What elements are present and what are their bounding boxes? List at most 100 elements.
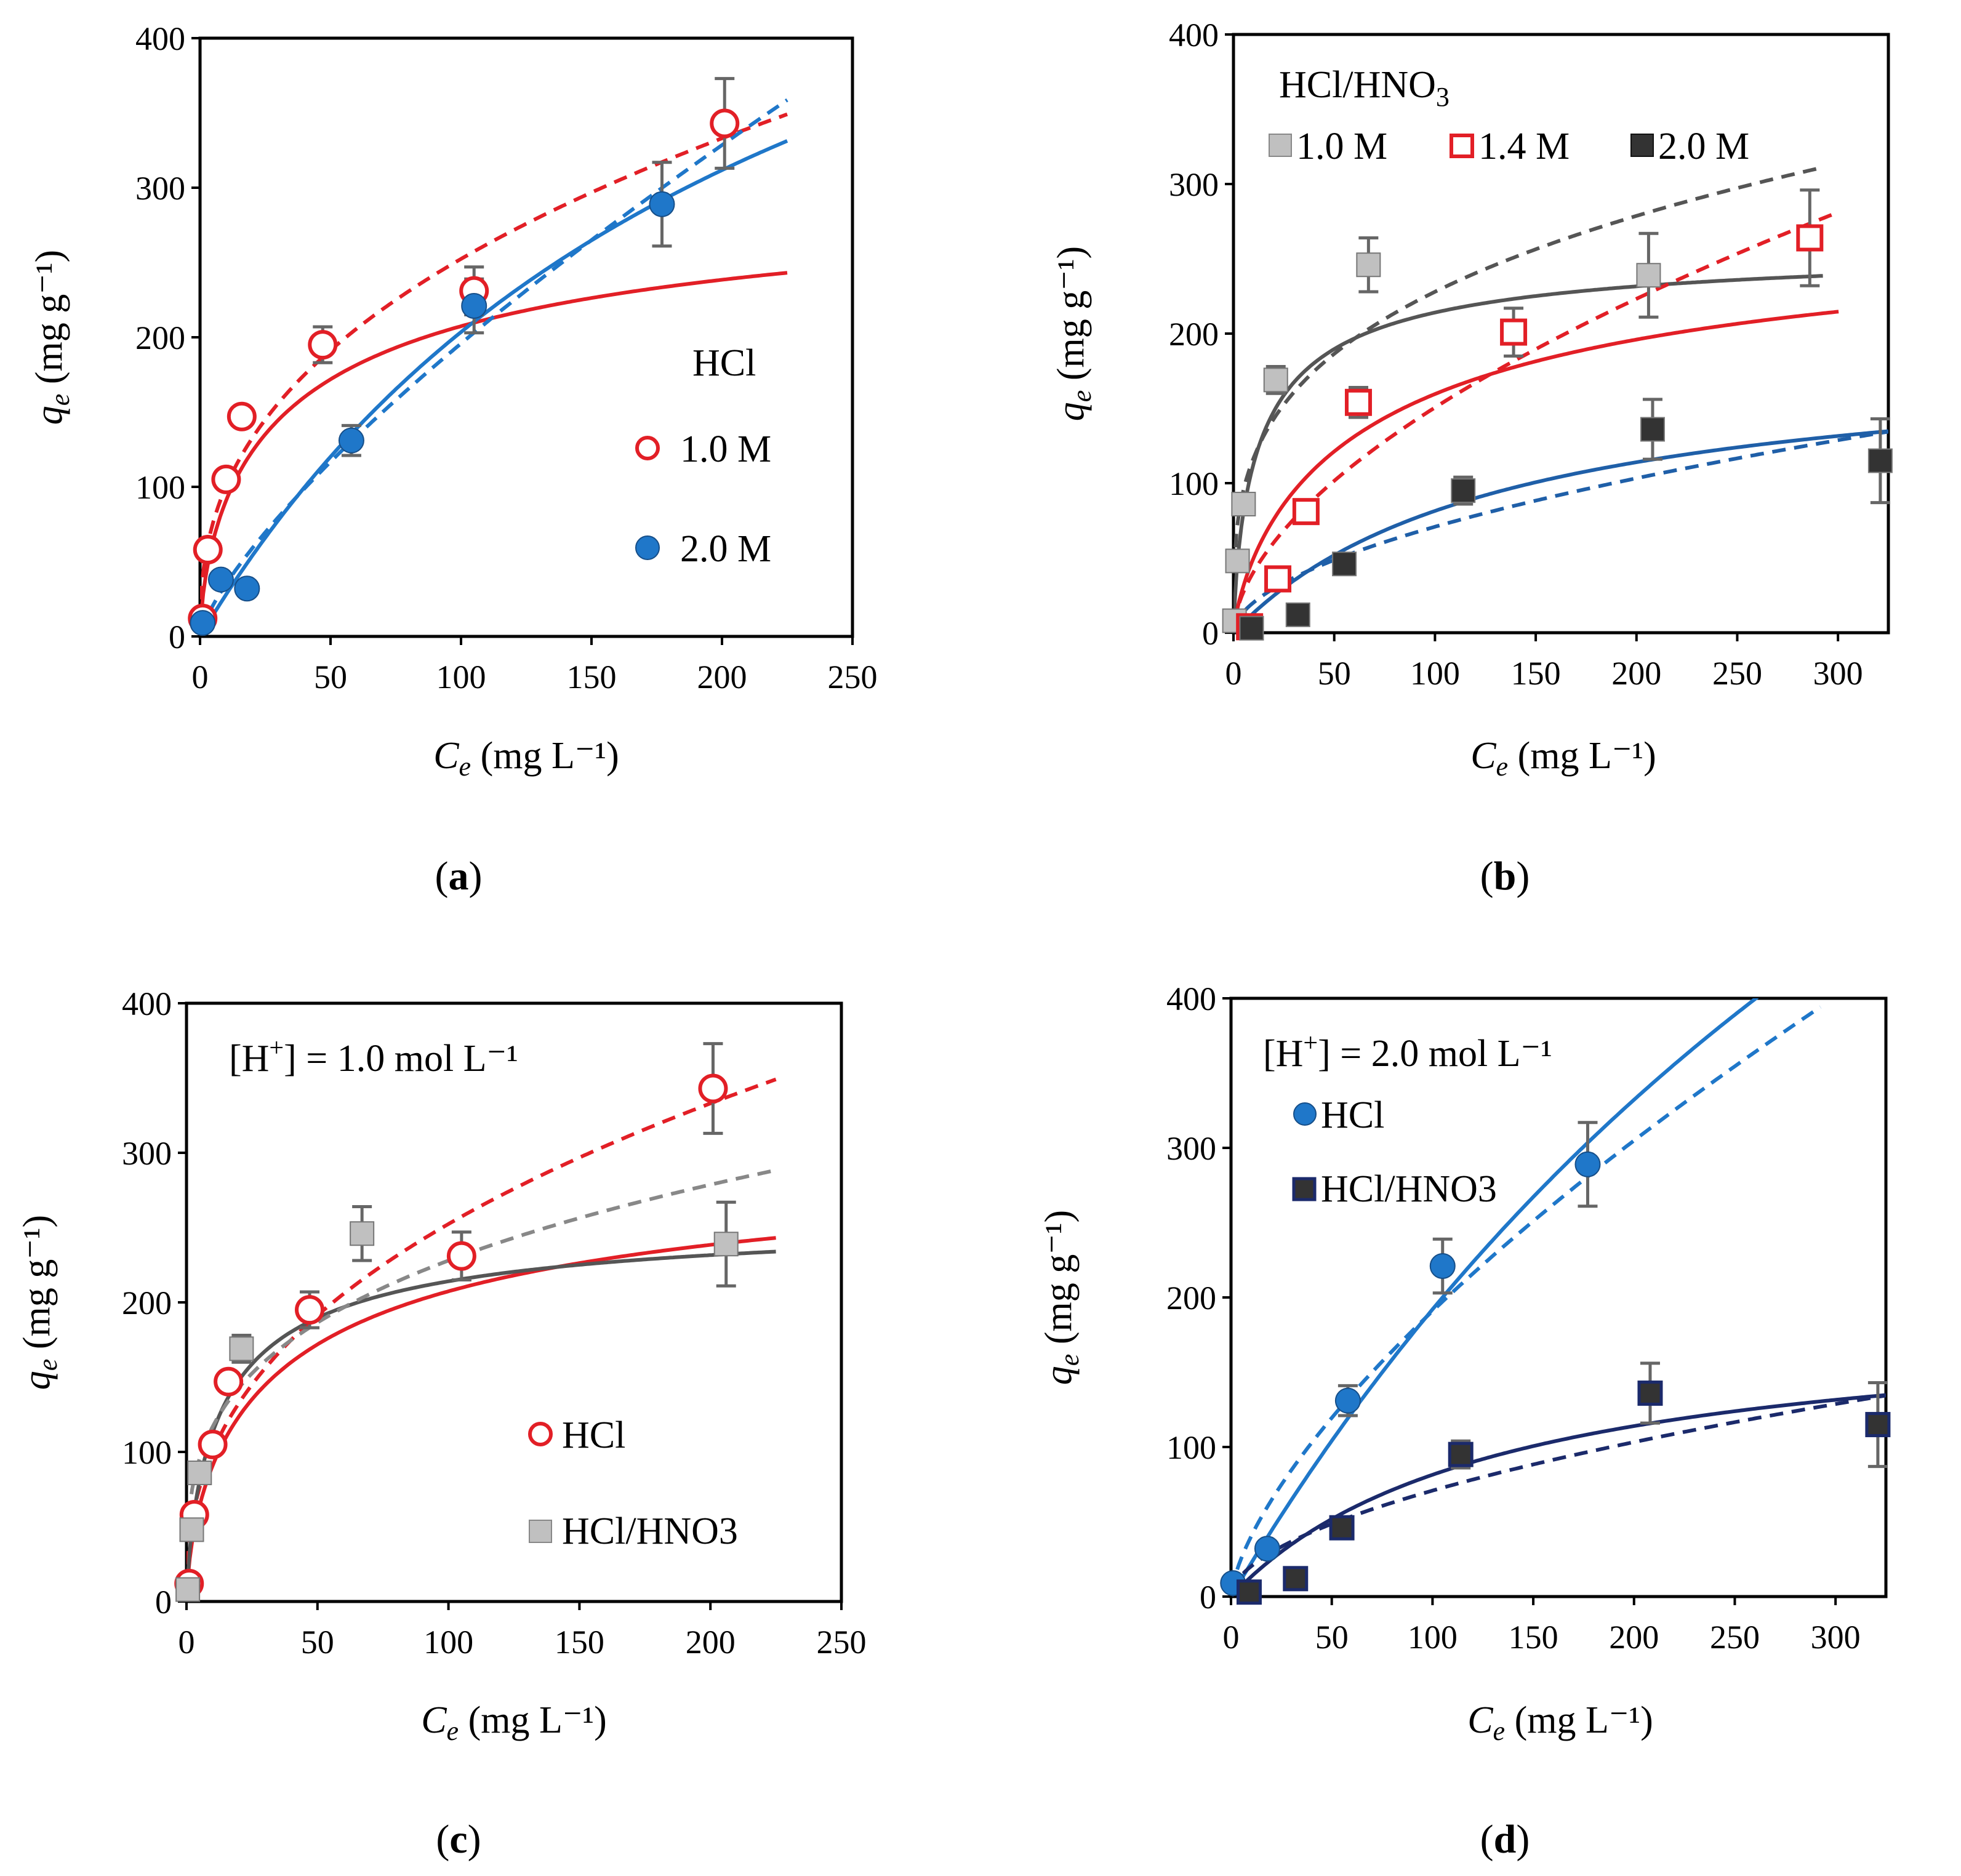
panel-c-legend-label-hclhno3: HCl/HNO3: [562, 1510, 738, 1552]
panel-d-caption: (d): [1480, 1817, 1530, 1862]
panel-b-legend-marker-1-4M: [1450, 134, 1474, 158]
panel-d-y-axis-label: qe (mg g⁻¹): [1038, 1210, 1085, 1385]
panel-d-series-0-point: [1429, 1253, 1456, 1279]
panel-d-xtick-label: 100: [1408, 1619, 1458, 1656]
panel-c-series-1-point: [229, 1336, 254, 1361]
panel-a-series-1-point: [649, 191, 675, 217]
panel-d: 0 100 200 300 400 0 50 100 150 200 250 300 Ce (mg …: [1038, 980, 1891, 1862]
panel-a-legend-title: HCl: [692, 342, 756, 384]
panel-c-series-0-point: [446, 1241, 476, 1271]
panel-d-ytick-label: 200: [1166, 1280, 1216, 1317]
panel-d-xtick-label: 250: [1710, 1619, 1760, 1656]
panel-c-caption: (c): [436, 1817, 481, 1862]
panel-b-plot-area: [1222, 165, 1893, 641]
panel-c: 0 100 200 300 400 0 50 100 150 200 250 Ce (mg L⁻¹…: [16, 985, 867, 1862]
panel-b-xtick-label: 300: [1813, 655, 1863, 692]
panel-a-series-1-point: [338, 427, 364, 454]
panel-c-legend-marker-hclhno3: [529, 1520, 552, 1543]
panel-d-ytick-label: 300: [1166, 1130, 1216, 1167]
panel-b-xtick-label: 200: [1611, 655, 1661, 692]
panel-d-legend-label-hclhno3: HCl/HNO3: [1321, 1168, 1497, 1210]
panel-a-xtick-label: 250: [828, 659, 878, 695]
panel-c-annotation: [H+] = 1.0 mol L⁻¹: [229, 1034, 518, 1080]
panel-b-series-2-solid-fit: [1233, 429, 1888, 633]
panel-c-series-1-solid-fit: [186, 1249, 776, 1583]
panel-a-legend-1-0M: 1.0 M: [635, 428, 771, 470]
panel-b-xtick-label: 0: [1225, 655, 1242, 692]
panel-c-series-0-solid-fit: [186, 1236, 776, 1584]
panel-c-series-0-point: [198, 1429, 228, 1459]
panel-a-legend-label-2-0M: 2.0 M: [680, 528, 771, 570]
panel-b-ytick-label: 100: [1169, 465, 1219, 502]
panel-b-ytick-label: 400: [1169, 17, 1219, 54]
panel-b-legend-2-0M: 2.0 M: [1630, 126, 1749, 167]
panel-c-legend-label-hcl: HCl: [562, 1414, 625, 1456]
panel-d-ytick-label: 100: [1166, 1429, 1216, 1466]
panel-a-series-1-solid-fit: [200, 139, 788, 636]
panel-a-caption: (a): [435, 854, 483, 899]
panel-b-series-1-solid-fit: [1233, 310, 1839, 627]
panel-b-legend-label-1-0M: 1.0 M: [1296, 126, 1387, 167]
panel-d-annotation: [H+] = 2.0 mol L⁻¹: [1263, 1029, 1552, 1075]
panel-b-series-2-point: [1451, 478, 1476, 503]
panel-c-x-ticks: 0 50 100 150 200 250: [178, 1601, 867, 1661]
panel-a-x-ticks: 0 50 100 150 200 250: [192, 636, 878, 695]
panel-a-error-bars: [313, 77, 735, 457]
panel-c-legend-hclhno3: HCl/HNO3: [529, 1510, 738, 1552]
panel-a-series-0-point: [193, 535, 223, 565]
panel-d-series-1-point: [1329, 1515, 1355, 1541]
panel-c-ytick-label: 0: [155, 1584, 172, 1621]
panel-a-series-0-point: [227, 401, 257, 431]
panel-d-legend-hclhno3: HCl/HNO3: [1292, 1168, 1497, 1210]
panel-a-plot-area: [188, 77, 788, 636]
panel-a-xtick-label: 50: [314, 659, 347, 695]
panel-d-series-1-solid-fit: [1231, 1393, 1886, 1597]
panel-c-y-axis-label: qe (mg g⁻¹): [16, 1215, 63, 1390]
panel-b-series-1-point: [1344, 388, 1372, 416]
panel-a-xtick-label: 100: [436, 659, 486, 695]
panel-b-series-0-point: [1356, 252, 1381, 278]
panel-d-series-0-point: [1254, 1536, 1280, 1562]
panel-a-y-ticks: 0 100 200 300 400: [135, 20, 200, 655]
panel-b-y-ticks: 0 100 200 300 400: [1169, 17, 1233, 652]
panel-a-xtick-label: 150: [567, 659, 617, 695]
panel-b-series-0-point: [1225, 548, 1250, 574]
panel-d-series-1-point: [1637, 1381, 1663, 1406]
panel-d-series-1-point: [1236, 1579, 1262, 1605]
panel-c-xtick-label: 250: [817, 1624, 867, 1661]
panel-b-legend-label-1-4M: 1.4 M: [1478, 126, 1570, 167]
panel-b-series-2-point: [1867, 448, 1893, 473]
panel-d-legend-marker-hcl: [1293, 1102, 1317, 1126]
panel-a-series-1-point: [461, 292, 487, 319]
panel-b-markers: [1222, 224, 1893, 641]
panel-d-xtick-label: 0: [1223, 1619, 1240, 1656]
panel-b-legend-marker-2-0M: [1630, 134, 1654, 157]
panel-b-series-1-dashed-fit: [1233, 210, 1840, 625]
panel-b-series-0-point: [1636, 263, 1661, 288]
panel-c-ytick-label: 400: [122, 985, 172, 1022]
panel-a-series-1-point: [190, 610, 216, 636]
panel-b-ytick-label: 0: [1202, 615, 1219, 652]
panel-a-fit-curves: [200, 98, 788, 636]
panel-d-series-0-point: [1574, 1151, 1601, 1177]
panel-c-x-axis-label: Ce (mg L⁻¹): [421, 1699, 607, 1746]
panel-b-series-2-point: [1285, 602, 1310, 627]
panel-b-series-1-point: [1500, 318, 1528, 346]
panel-a-xtick-label: 200: [697, 659, 747, 695]
panel-a-legend-marker-1-0M: [635, 436, 660, 460]
panel-d-ytick-label: 400: [1166, 980, 1216, 1017]
panel-c-series-1-point: [713, 1232, 739, 1257]
panel-d-series-1-point: [1283, 1566, 1309, 1592]
panel-d-series-0-dashed-fit: [1231, 1005, 1822, 1592]
panel-c-legend-marker-hcl: [528, 1422, 553, 1446]
panel-b-ytick-label: 300: [1169, 166, 1219, 203]
panel-b-legend-1-4M: 1.4 M: [1450, 126, 1570, 167]
panel-d-series-1-point: [1865, 1412, 1891, 1438]
panel-a-xtick-label: 0: [192, 659, 209, 695]
panel-b-caption: (b): [1480, 854, 1530, 899]
panel-b-legend-title: HCl/HNO3: [1279, 64, 1450, 112]
panel-c-series-0-point: [214, 1366, 244, 1397]
panel-d-xtick-label: 150: [1509, 1619, 1558, 1656]
panel-d-xtick-label: 200: [1609, 1619, 1659, 1656]
panel-d-fit-curves: [1231, 998, 1886, 1597]
